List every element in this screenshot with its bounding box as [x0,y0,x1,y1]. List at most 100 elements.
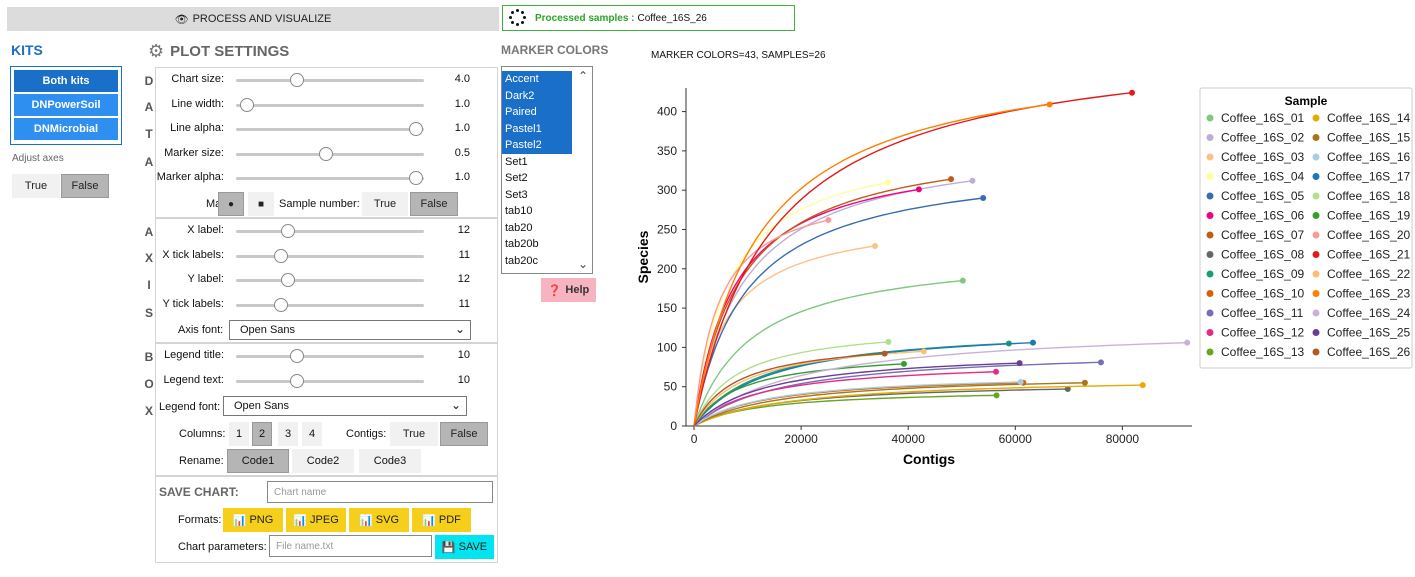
columns-1-button[interactable]: 1 [229,422,249,446]
marker-color-option[interactable]: tab10 [505,205,533,217]
series-end-marker [959,277,966,284]
columns-2-button[interactable]: 2 [252,422,272,446]
process-and-visualize-button[interactable]: 👁 PROCESS AND VISUALIZE [7,7,499,31]
marker-color-option[interactable]: tab20c [505,254,539,267]
slider-track[interactable] [236,103,424,107]
slider-track[interactable] [236,177,424,180]
section-letter: X [144,251,153,265]
legend-marker [1312,114,1320,122]
slider-track[interactable] [236,230,424,233]
slider-track[interactable] [236,79,424,82]
slider-handle[interactable] [274,248,288,263]
format-jpeg-button[interactable]: 📊 JPEG [286,508,346,532]
format-pdf-button[interactable]: 📊 PDF [412,508,471,532]
slider-row: Y tick labels: 11 [156,295,496,315]
chart-parameters-label: Chart parameters: [178,541,267,553]
axis-font-select[interactable]: Open Sans ⌄ [229,320,471,340]
section-letter: S [144,306,153,320]
plot-settings-title: ⚙ PLOT SETTINGS [148,41,289,62]
slider-track[interactable] [236,355,424,358]
legend-entry: Coffee_16S_22 [1327,267,1411,281]
legend-entry: Coffee_16S_20 [1327,228,1411,242]
chevron-up-icon[interactable]: ⌃ [577,69,588,83]
chevron-down-icon: ⌄ [450,398,461,412]
marker-color-option[interactable]: Set2 [505,172,528,184]
legend-marker [1312,329,1320,336]
sample-number-true-button[interactable]: True [362,192,408,216]
rename-code3-button[interactable]: Code3 [359,449,421,473]
axis-settings-panel: X label: 12 X tick labels: 11 Y label: 12 Y ti… [155,218,498,343]
slider-label: Line alpha: [170,122,224,134]
slider-handle[interactable] [274,297,288,312]
kit-both-kits-button[interactable]: Both kits [14,70,118,92]
slider-handle[interactable] [281,224,296,238]
marker-color-option[interactable]: Pastel1 [502,120,572,137]
columns-3-button[interactable]: 3 [278,422,298,446]
contigs-true-button[interactable]: True [390,422,438,446]
format-svg-button[interactable]: 📊 SVG [349,508,409,532]
section-letter: I [147,278,151,292]
slider-handle[interactable] [290,349,305,363]
chart-name-input[interactable]: Chart name [267,481,493,503]
slider-track[interactable] [236,128,424,131]
legend-marker [1312,173,1320,180]
marker-color-option[interactable]: Set1 [505,155,528,168]
kits-title: KITS [11,42,43,58]
marker-color-option[interactable]: Dark2 [502,87,572,104]
marker-colors-list[interactable]: Accent Dark2 Paired Pastel1 Pastel2 Set1 Set2 S… [501,66,593,274]
slider-handle[interactable] [281,273,296,287]
slider-label: X tick labels: [162,248,224,261]
columns-4-button[interactable]: 4 [302,422,322,446]
rename-code2-button[interactable]: Code2 [292,449,354,473]
bar-chart-icon: 📊 [422,514,439,527]
adjust-axes-true-button[interactable]: True [12,174,60,198]
series-end-marker [1139,382,1146,389]
marker-color-option[interactable]: Set3 [505,188,528,201]
kit-dnmicrobial-button[interactable]: DNMicrobial [14,118,118,140]
contigs-false-button[interactable]: False [440,422,488,446]
slider-handle[interactable] [409,171,423,185]
slider-track[interactable] [236,303,424,307]
series-end-marker [920,348,927,355]
legend-entry: Coffee_16S_14 [1327,111,1411,125]
slider-handle[interactable] [290,73,305,87]
slider-track[interactable] [236,380,424,383]
legend-font-select[interactable]: Open Sans ⌄ [223,396,467,416]
help-button[interactable]: ❓ Help [541,278,596,302]
slider-handle[interactable] [319,146,333,161]
legend-marker [1206,348,1214,356]
y-tick-label: 350 [657,144,677,158]
chevron-down-icon[interactable]: ⌄ [577,257,588,271]
series-end-marker [900,360,907,367]
y-tick-label: 150 [657,301,677,315]
marker-color-option[interactable]: Pastel2 [502,137,572,154]
legend-marker [1206,153,1214,161]
marker-color-option[interactable]: tab20b [505,238,539,250]
format-png-button[interactable]: 📊 PNG [223,508,283,532]
slider-handle[interactable] [239,97,254,112]
sample-number-false-button[interactable]: False [410,192,458,216]
marker-color-option[interactable]: Accent [502,71,572,88]
series-line [693,341,889,427]
slider-row: X label: 12 [156,221,496,241]
adjust-axes-false-button[interactable]: False [61,174,109,198]
marker-circle-button[interactable]: ● [218,192,244,216]
section-letter: A [144,155,154,169]
slider-track[interactable] [236,254,424,258]
legend-entry: Coffee_16S_04 [1221,170,1305,184]
chart-parameters-input[interactable]: File name.txt [269,535,432,557]
rename-code1-button[interactable]: Code1 [227,449,289,473]
slider-handle[interactable] [290,374,305,388]
y-tick-label: 0 [670,419,677,433]
save-button[interactable]: 💾 SAVE [435,535,494,559]
marker-color-option[interactable]: tab20 [505,221,533,234]
kit-dnpowersoil-button[interactable]: DNPowerSoil [14,94,118,116]
slider-row: Chart size: 4.0 [156,70,496,90]
rename-label: Rename: [179,455,224,467]
section-letter: D [144,74,154,88]
marker-square-button[interactable]: ■ [248,192,274,216]
slider-handle[interactable] [409,122,423,136]
marker-color-option[interactable]: Paired [502,104,572,121]
y-tick-label: 400 [657,105,677,119]
slider-track[interactable] [236,279,424,282]
